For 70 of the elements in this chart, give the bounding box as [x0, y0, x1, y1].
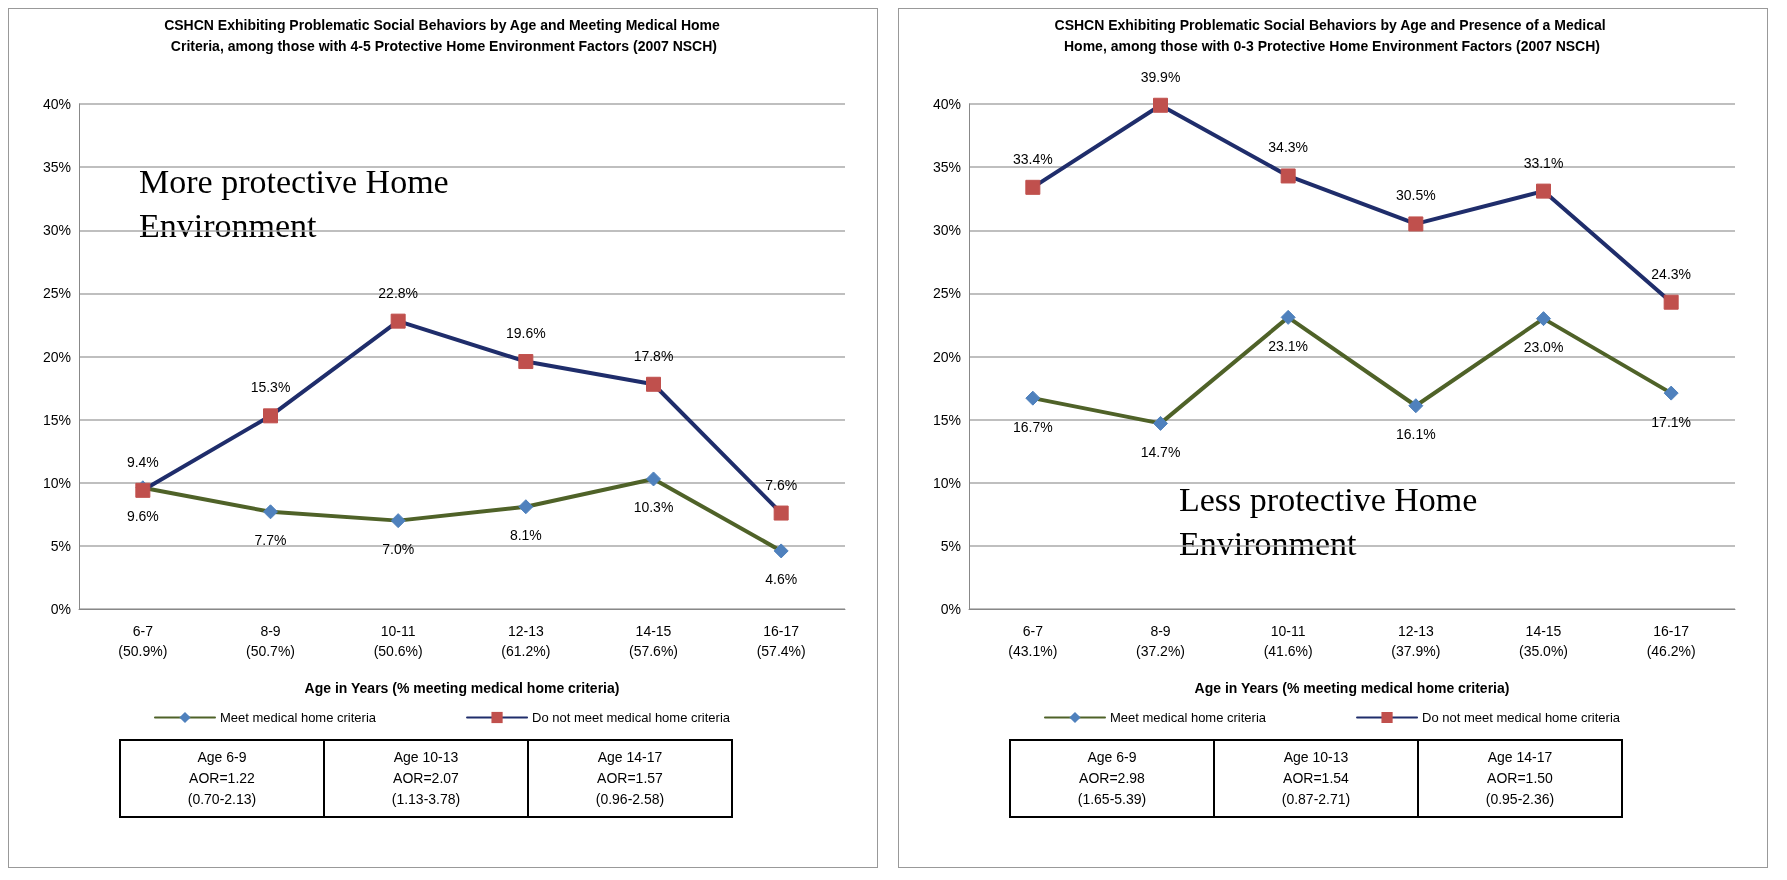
y-tick-label: 0%: [940, 601, 961, 617]
chart-title: CSHCN Exhibiting Problematic Social Behaviors by Age and Meeting Medical Home Criteria, among those with 4-5 Protective Home Environment Factors (2007 NSCH): [164, 16, 721, 54]
y-tick-label: 10%: [42, 474, 71, 491]
y-tick-label: 30%: [932, 222, 961, 239]
x-tick-label: 12-13 (37.9%): [1391, 623, 1441, 659]
x-tick-label: 8-9 (37.2%): [1135, 623, 1186, 659]
data-label: 24.3%: [1651, 265, 1692, 282]
x-tick-label: 10-11 (41.6%): [1263, 623, 1313, 659]
data-label: 15.3%: [250, 379, 291, 396]
x-tick-label: 10-11 (50.6%): [373, 623, 423, 659]
y-tick-label: 5%: [50, 537, 71, 554]
data-label: 23.0%: [1523, 339, 1564, 356]
legend-label: Do not meet medical home criteria: [1422, 710, 1621, 725]
chart-title: CSHCN Exhibiting Problematic Social Behaviors by Age and Presence of a Medical Home, among those with 0-3 Protective Home Environment Factors (2007 NSCH): [1054, 16, 1610, 54]
x-tick-label: 12-13 (61.2%): [501, 623, 551, 659]
text: Age 6-9 AOR=1.22 (0.70-2.13): [186, 748, 258, 809]
y-tick-label: 25%: [42, 285, 71, 302]
data-label: 33.4%: [1012, 150, 1053, 167]
data-label: 34.3%: [1268, 139, 1309, 156]
text: Age 10-13 AOR=2.07 (1.13-3.78): [323, 741, 527, 816]
data-label: 22.8%: [378, 284, 419, 301]
data-label: 4.6%: [765, 571, 798, 588]
data-label: 17.8%: [633, 347, 674, 364]
y-tick-label: 15%: [42, 411, 71, 428]
data-label: 10.3%: [633, 499, 674, 516]
y-tick-label: 20%: [932, 348, 961, 365]
y-tick-label: 40%: [42, 96, 71, 112]
x-tick-label: 14-15 (57.6%): [628, 623, 679, 659]
y-tick-label: 5%: [940, 537, 961, 554]
x-axis-title: Age in Years (% meeting medical home criteria): [1194, 680, 1510, 696]
text: Age 6-9 AOR=2.98 (1.65-5.39): [1076, 748, 1148, 809]
data-label: 7.0%: [382, 541, 415, 558]
legend-label: Do not meet medical home criteria: [532, 710, 731, 725]
y-tick-label: 30%: [42, 222, 71, 239]
data-label: 16.1%: [1395, 426, 1436, 443]
annotation: More protective Home Environment: [139, 162, 458, 244]
text: Age 14-17 AOR=1.57 (0.96-2.58): [527, 741, 731, 816]
y-tick-label: 35%: [932, 159, 961, 176]
x-tick-label: 8-9 (50.7%): [245, 623, 296, 659]
text: Age 14-17 AOR=1.50 (0.95-2.36): [1417, 741, 1621, 816]
data-label: 14.7%: [1140, 443, 1181, 460]
data-label: 17.1%: [1651, 413, 1692, 430]
data-label: 19.6%: [505, 325, 546, 342]
data-label: 16.7%: [1012, 418, 1053, 435]
x-tick-label: 6-7 (50.9%): [118, 623, 168, 659]
data-label: 9.4%: [126, 453, 159, 470]
x-tick-label: 14-15 (35.0%): [1518, 623, 1569, 659]
y-tick-label: 10%: [932, 474, 961, 491]
y-tick-label: 20%: [42, 348, 71, 365]
y-tick-label: 15%: [932, 411, 961, 428]
data-label: 39.9%: [1140, 68, 1181, 85]
y-tick-label: 0%: [50, 601, 71, 617]
data-label: 7.7%: [254, 532, 287, 549]
legend-label: Meet medical home criteria: [219, 710, 377, 725]
legend-label: Meet medical home criteria: [1109, 710, 1267, 725]
y-tick-label: 25%: [932, 285, 961, 302]
data-label: 9.6%: [126, 508, 159, 525]
data-label: 23.1%: [1268, 337, 1309, 354]
x-tick-label: 16-17 (46.2%): [1646, 623, 1696, 659]
x-tick-label: 16-17 (57.4%): [756, 623, 806, 659]
data-label: 30.5%: [1395, 187, 1436, 204]
data-label: 8.1%: [509, 527, 542, 544]
text: Age 10-13 AOR=1.54 (0.87-2.71): [1213, 741, 1417, 816]
x-tick-label: 6-7 (43.1%): [1008, 623, 1058, 659]
data-label: 33.1%: [1523, 154, 1564, 171]
y-tick-label: 40%: [932, 96, 961, 112]
x-axis-title: Age in Years (% meeting medical home criteria): [304, 680, 620, 696]
data-label: 7.6%: [765, 476, 798, 493]
annotation: Less protective Home Environment: [1179, 480, 1486, 562]
y-tick-label: 35%: [42, 159, 71, 176]
